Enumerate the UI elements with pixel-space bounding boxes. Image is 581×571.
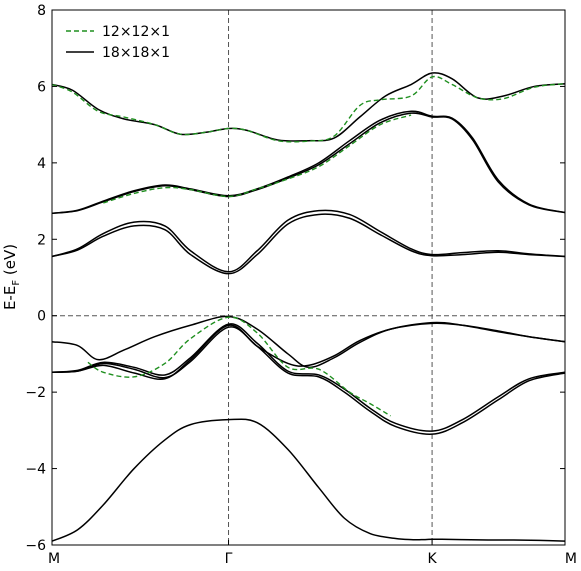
- y-tick-label: −6: [25, 538, 46, 554]
- y-axis-title-main: E-E: [1, 286, 19, 310]
- band-line-4: [51, 322, 566, 381]
- band-line-2: [51, 323, 566, 432]
- band-line-1: [51, 326, 566, 435]
- x-tick-label: M: [565, 551, 577, 567]
- legend-label-18x18x1: 18×18×1: [102, 45, 170, 61]
- x-tick-label: M: [48, 551, 60, 567]
- band-line-0: [51, 418, 566, 542]
- band-line-3: [51, 315, 566, 369]
- band-line-9: [51, 72, 566, 142]
- band-lines: [51, 72, 566, 542]
- y-axis-title-unit: (eV): [1, 244, 19, 280]
- y-tick-label: 8: [37, 3, 46, 19]
- x-tick-label: K: [427, 551, 437, 567]
- y-axis-title-subscript: F: [11, 280, 22, 286]
- band-line-8: [51, 110, 566, 215]
- y-tick-label: 2: [37, 232, 46, 248]
- y-tick-label: 4: [37, 156, 46, 172]
- legend-label-12x12x1: 12×12×1: [102, 24, 170, 40]
- plot-frame: [51, 9, 566, 546]
- y-tick-label: −2: [25, 385, 46, 401]
- band-line-6: [51, 213, 566, 275]
- band-line-5: [51, 209, 566, 273]
- y-tick-label: 0: [37, 309, 46, 325]
- y-axis: 8 6 4 2 0 −2 −4 −6: [25, 3, 565, 554]
- legend: 12×12×1 18×18×1: [66, 24, 170, 61]
- guide-lines: [52, 10, 565, 545]
- band-line-10: [51, 75, 566, 143]
- y-axis-title: E-EF (eV): [1, 244, 22, 310]
- y-tick-label: 6: [37, 79, 46, 95]
- x-tick-label: Γ: [225, 551, 233, 567]
- band-line-11: [87, 316, 391, 417]
- y-tick-label: −4: [25, 462, 46, 478]
